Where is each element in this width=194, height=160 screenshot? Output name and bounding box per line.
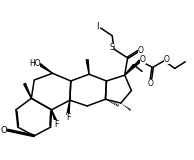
- Text: O: O: [147, 79, 153, 88]
- Polygon shape: [24, 84, 31, 98]
- Polygon shape: [67, 100, 70, 115]
- Text: S: S: [109, 43, 114, 52]
- Text: O: O: [164, 56, 170, 64]
- Polygon shape: [52, 110, 57, 123]
- Polygon shape: [125, 60, 141, 75]
- Text: O: O: [1, 126, 7, 135]
- Text: I: I: [96, 22, 99, 31]
- Text: F: F: [67, 113, 71, 122]
- Polygon shape: [86, 60, 89, 74]
- Polygon shape: [39, 64, 53, 73]
- Text: HO: HO: [29, 59, 40, 68]
- Text: F: F: [54, 120, 59, 129]
- Text: O: O: [140, 55, 146, 64]
- Text: O: O: [138, 46, 144, 55]
